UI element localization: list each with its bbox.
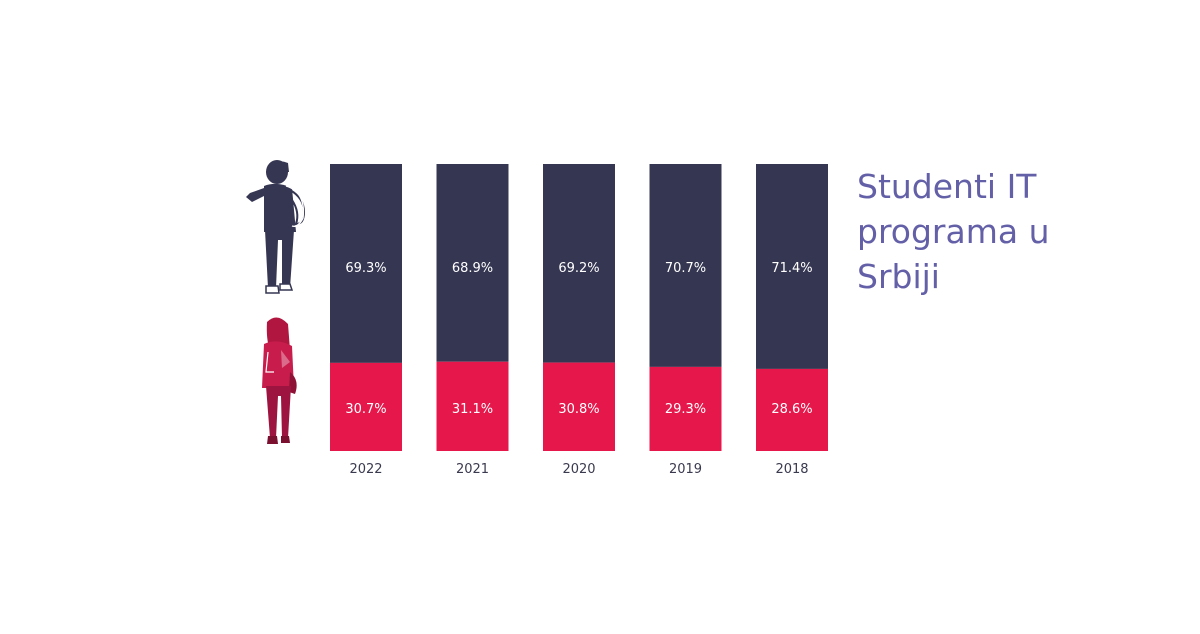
bar-segment-top-2019 [649, 164, 722, 367]
male-student-icon [246, 160, 306, 294]
bar-segment-top-2018 [756, 164, 828, 369]
value-label-top-2021: 68.9% [452, 261, 493, 276]
x-tick-label-2018: 2018 [775, 462, 808, 477]
chart-title-line-3: Srbiji [857, 257, 940, 296]
chart-title-line-1: Studenti IT [857, 167, 1037, 206]
value-label-bottom-2018: 28.6% [771, 402, 812, 417]
bar-segment-bottom-2018 [756, 368, 828, 451]
bar-segment-top-2021 [436, 164, 509, 362]
x-tick-label-2019: 2019 [669, 462, 702, 477]
x-tick-label-2022: 2022 [349, 462, 382, 477]
bar-segment-bottom-2019 [649, 366, 722, 451]
value-label-top-2018: 71.4% [771, 261, 812, 276]
x-tick-label-2020: 2020 [562, 462, 595, 477]
value-labels-layer: 69.3% 30.7% 68.9% 31.1% 69.2% 30.8% 70.7% 29.3%… [345, 261, 812, 417]
bar-segment-bottom-2022 [330, 362, 402, 451]
x-tick-label-2021: 2021 [456, 462, 489, 477]
value-label-top-2020: 69.2% [558, 261, 599, 276]
bar-segment-bottom-2020 [543, 362, 615, 451]
value-label-top-2019: 70.7% [665, 261, 706, 276]
bars-layer [330, 164, 828, 451]
value-label-bottom-2019: 29.3% [665, 402, 706, 417]
value-label-bottom-2021: 31.1% [452, 402, 493, 417]
chart-title: Studenti IT programa u Srbiji [857, 164, 1157, 299]
value-label-bottom-2022: 30.7% [345, 402, 386, 417]
value-label-bottom-2020: 30.8% [558, 402, 599, 417]
value-label-top-2022: 69.3% [345, 261, 386, 276]
female-student-icon [262, 317, 297, 444]
bar-segment-top-2020 [543, 164, 615, 363]
bar-segment-top-2022 [330, 164, 402, 363]
chart-title-line-2: programa u [857, 212, 1050, 251]
x-axis-tick-labels: 2022 2021 2020 2019 2018 [349, 462, 808, 477]
bar-segment-bottom-2021 [436, 361, 509, 451]
